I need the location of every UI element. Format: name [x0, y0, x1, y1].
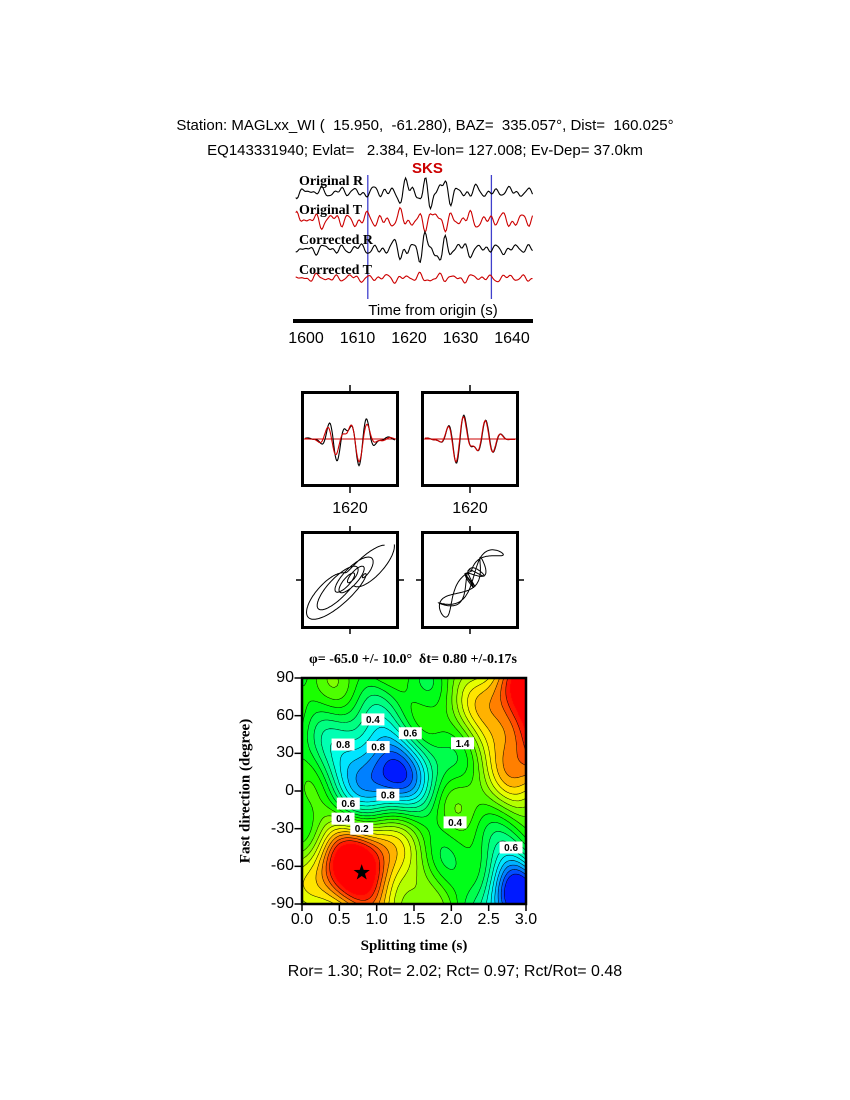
contour-label-bg [451, 737, 475, 750]
contour-label-bg [366, 741, 390, 754]
window-wave-T [424, 416, 515, 463]
quality-stats-line: Ror= 1.30; Rot= 2.02; Rct= 0.97; Rct/Rot… [287, 963, 623, 980]
splitting-time-ticklabel: 2.0 [440, 911, 463, 928]
star-marker [353, 864, 370, 880]
contour-label: 0.6 [504, 843, 518, 854]
contour-label: 0.8 [371, 743, 385, 754]
seismogram-traces [295, 176, 534, 284]
error-surface-frame [300, 676, 528, 906]
particle-motion-original [305, 544, 395, 620]
contour-label-bg [331, 738, 355, 751]
best-solution-star [353, 864, 370, 880]
contour-label-bg [376, 788, 400, 801]
contour-annotations: 0.4 0.6 0.8 0.8 1.4 0.8 0.6 0.4 0.2 0.4 0.6 [331, 713, 523, 854]
splitting-time-ticklabel: 2.5 [477, 911, 500, 928]
time-axis-ticklabel: 1640 [494, 330, 530, 347]
splitting-result-title: φ= -65.0 +/- 10.0° δt= 0.80 +/-0.17s [309, 652, 517, 667]
contour-lines [301, 677, 527, 905]
particle-motion-box-right [421, 531, 519, 629]
contour-label: 0.4 [366, 715, 380, 726]
fast-direction-ticklabel: -30 [270, 819, 294, 837]
contour-label-bg [443, 816, 467, 829]
contour-label: 0.6 [341, 799, 355, 810]
phase-label-sks: SKS [412, 160, 443, 177]
contour-label-bg [336, 797, 360, 810]
splitting-time-ticklabel: 1.0 [365, 911, 388, 928]
windowed-waveforms [304, 414, 516, 467]
contour-label: 0.4 [448, 818, 462, 829]
contour-label-bg [350, 822, 374, 835]
fast-direction-ticklabel: 0 [285, 782, 294, 799]
window-wave-T [304, 423, 396, 463]
particle-motion-corrected [437, 549, 504, 618]
window-seismogram-box-left [301, 391, 399, 487]
time-axis-ticklabel: 1610 [339, 330, 376, 347]
fast-direction-ticklabel: 30 [276, 744, 294, 762]
trace-original-t [295, 206, 534, 234]
fast-direction-ticklabel: 90 [276, 669, 294, 686]
splitting-time-ticklabel: 3.0 [514, 911, 538, 928]
station-header-line: Station: MAGLxx_WI ( 15.950, -61.280), B… [176, 117, 674, 134]
splitting-time-axis-title: Splitting time (s) [360, 938, 468, 954]
window-panel-left-ticklabel: 1620 [332, 500, 368, 517]
window-panel-right-ticklabel: 1620 [452, 500, 488, 517]
event-header-line: EQ143331940; Evlat= 2.384, Ev-lon= 127.0… [207, 142, 643, 159]
trace-corrected-t [295, 271, 533, 284]
time-axis-title: Time from origin (s) [368, 302, 498, 319]
splitting-time-ticklabel: 0.5 [328, 911, 351, 928]
fast-direction-ticklabel: 60 [276, 706, 294, 724]
trace-label-original-r: Original R [299, 174, 364, 189]
trace-label-corrected-t: Corrected T [299, 263, 372, 278]
contour-label-bg [361, 713, 385, 726]
contour-label: 0.8 [381, 790, 395, 801]
particle-motion-curves [305, 544, 504, 620]
error-surface-fill [302, 678, 526, 904]
contour-label-bg [499, 841, 523, 854]
window-seismogram-box-right [421, 391, 519, 487]
contour-label: 0.8 [336, 740, 350, 751]
contour-label-bg [331, 812, 355, 825]
contour-label-bg [398, 727, 422, 740]
error-surface-contour-lines [301, 677, 527, 905]
trace-label-corrected-r: Corrected R [299, 233, 373, 248]
splitting-time-ticklabel: 1.5 [402, 911, 426, 928]
trace-original-r [295, 176, 534, 211]
fast-direction-ticklabel: -90 [270, 895, 294, 912]
time-axis-ticklabel: 1620 [391, 330, 427, 347]
trace-label-original-t: Original T [299, 203, 363, 218]
contour-label: 0.6 [403, 729, 417, 740]
fast-direction-ticklabel: -60 [270, 857, 294, 875]
splitting-time-ticklabel: 0.0 [290, 911, 314, 928]
time-axis-ticklabel: 1630 [442, 330, 479, 347]
time-axis-ticklabel: 1600 [288, 330, 324, 347]
contour-label: 1.4 [456, 739, 470, 750]
contour-label: 0.2 [355, 824, 369, 835]
contour-label: 0.4 [336, 814, 350, 825]
trace-corrected-r [295, 230, 533, 264]
particle-motion-box-left [301, 531, 399, 629]
